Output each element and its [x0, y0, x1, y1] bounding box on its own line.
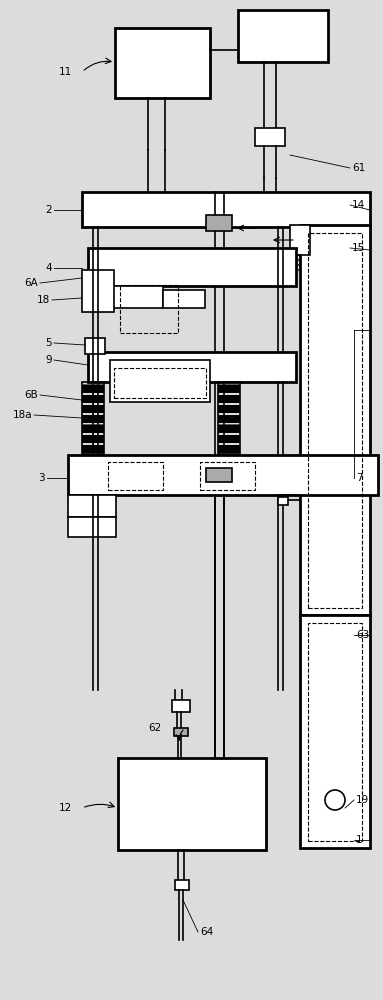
- Bar: [218, 385, 240, 393]
- Text: 64: 64: [200, 927, 213, 937]
- Bar: [218, 445, 240, 453]
- Text: 5: 5: [45, 338, 52, 348]
- Bar: [200, 462, 255, 490]
- Bar: [68, 517, 116, 537]
- Bar: [175, 880, 189, 890]
- Text: 14: 14: [352, 200, 365, 210]
- Text: 61: 61: [352, 163, 365, 173]
- Text: 9: 9: [45, 355, 52, 365]
- Text: 62: 62: [148, 723, 161, 733]
- Bar: [218, 405, 240, 413]
- Bar: [218, 382, 240, 454]
- Bar: [218, 395, 240, 403]
- Text: 4: 4: [45, 263, 52, 273]
- Bar: [82, 425, 104, 433]
- Bar: [88, 248, 296, 286]
- Bar: [218, 425, 240, 433]
- Bar: [110, 360, 210, 402]
- Bar: [120, 285, 178, 333]
- Text: 15: 15: [352, 243, 365, 253]
- Bar: [85, 338, 105, 354]
- Bar: [108, 462, 163, 490]
- Bar: [300, 615, 370, 848]
- Bar: [82, 395, 104, 403]
- Text: 6A: 6A: [24, 278, 38, 288]
- Bar: [308, 623, 362, 841]
- Bar: [114, 368, 206, 398]
- Text: 7: 7: [356, 473, 363, 483]
- Text: 2: 2: [45, 205, 52, 215]
- Text: 3: 3: [38, 473, 45, 483]
- Bar: [174, 728, 188, 736]
- Bar: [206, 215, 232, 231]
- Bar: [82, 192, 370, 227]
- Bar: [82, 405, 104, 413]
- Bar: [82, 382, 104, 454]
- Text: 11: 11: [59, 67, 72, 77]
- Bar: [308, 233, 362, 608]
- Text: 63: 63: [356, 630, 369, 640]
- Bar: [172, 700, 190, 712]
- Bar: [82, 445, 104, 453]
- Bar: [278, 497, 288, 505]
- Bar: [255, 128, 285, 146]
- Bar: [290, 225, 310, 255]
- Bar: [163, 290, 205, 308]
- Text: 18: 18: [37, 295, 50, 305]
- Bar: [82, 415, 104, 423]
- Bar: [118, 758, 266, 850]
- Bar: [82, 435, 104, 443]
- Text: 19: 19: [356, 795, 369, 805]
- Bar: [115, 28, 210, 98]
- Text: 12: 12: [59, 803, 72, 813]
- Bar: [206, 468, 232, 482]
- Bar: [238, 10, 328, 62]
- Bar: [300, 225, 370, 615]
- Text: 18a: 18a: [12, 410, 32, 420]
- Bar: [82, 270, 114, 312]
- Bar: [88, 352, 296, 382]
- Bar: [68, 495, 116, 517]
- Text: 6B: 6B: [24, 390, 38, 400]
- Bar: [82, 385, 104, 393]
- Bar: [98, 286, 163, 308]
- Text: 1: 1: [356, 835, 363, 845]
- Bar: [218, 415, 240, 423]
- Bar: [68, 455, 378, 495]
- Bar: [218, 435, 240, 443]
